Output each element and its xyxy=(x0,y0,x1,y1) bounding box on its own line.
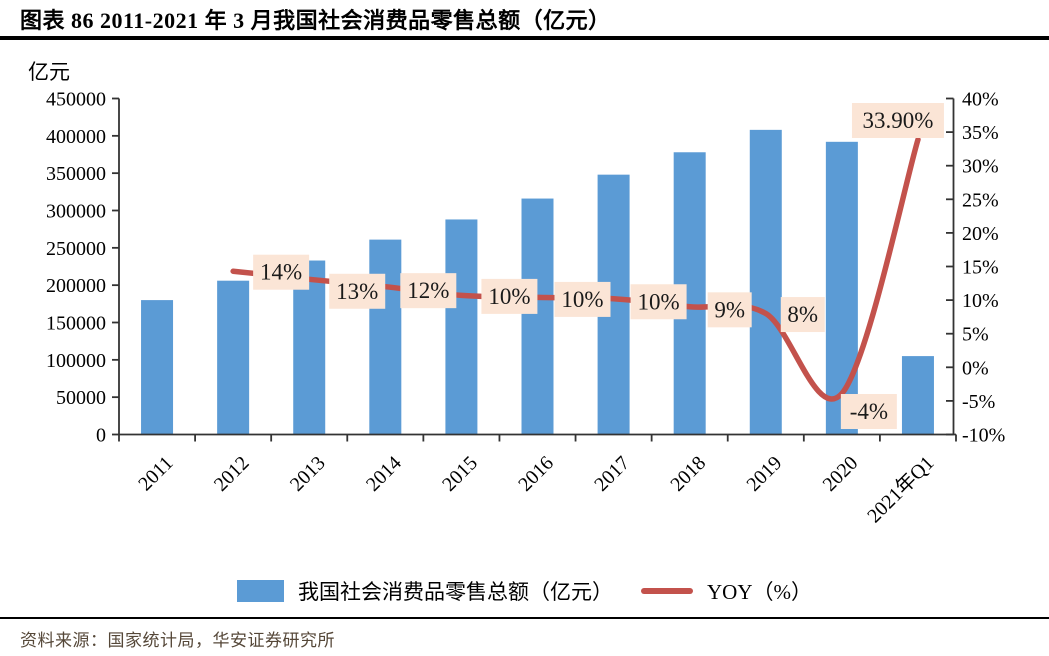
bar-2020 xyxy=(825,141,858,435)
yoy-label-box xyxy=(253,254,310,290)
right-axis-tick-label: 20% xyxy=(962,223,999,245)
right-axis-tick-label: -5% xyxy=(962,391,995,413)
yoy-label-box xyxy=(851,102,944,138)
yoy-label-2018: 9% xyxy=(714,297,745,322)
yoy-label-2019: 8% xyxy=(787,302,818,327)
right-axis-tick-label: 5% xyxy=(962,324,989,346)
legend-bar-label: 我国社会消费品零售总额（亿元） xyxy=(298,580,613,604)
right-axis-tick-label: 30% xyxy=(962,156,999,178)
right-axis-tick-label: 0% xyxy=(962,357,989,379)
chart-legend: 我国社会消费品零售总额（亿元） YOY（%） xyxy=(0,575,1049,607)
combo-chart: 0 50000 100000 150000 200000 250000 300000 3500… xyxy=(46,89,1005,528)
left-axis-tick-label: 250000 xyxy=(46,238,106,260)
left-axis-tick-label: 350000 xyxy=(46,163,106,185)
bar-2021年Q1 xyxy=(901,356,934,435)
bar-2012 xyxy=(217,280,250,435)
x-tick-label-2015: 2015 xyxy=(438,452,482,496)
title-divider xyxy=(0,36,1049,40)
x-tick-label-2019: 2019 xyxy=(742,452,786,496)
bar-2015 xyxy=(445,219,478,435)
left-axis-tick-label: 450000 xyxy=(46,89,106,111)
x-tick-label-2018: 2018 xyxy=(666,452,710,496)
yoy-label-box xyxy=(400,273,457,309)
left-axis-tick-label: 300000 xyxy=(46,201,106,223)
left-axis-tick-label: 200000 xyxy=(46,275,106,297)
left-axis-tick-label: 0 xyxy=(96,425,106,447)
yoy-line xyxy=(230,136,921,402)
yoy-label-2020: -4% xyxy=(850,399,888,424)
yoy-label-box xyxy=(554,281,611,317)
right-axis-tick-label: 10% xyxy=(962,290,999,312)
left-axis-tick-label: 150000 xyxy=(46,313,106,335)
bar-2011 xyxy=(141,300,174,435)
bar-2019 xyxy=(749,129,782,435)
yoy-label-2012: 14% xyxy=(260,260,302,285)
yoy-label-2021年Q1: 33.90% xyxy=(862,108,933,133)
yoy-label-2014: 12% xyxy=(407,278,449,303)
right-axis-tick-label: 15% xyxy=(962,257,999,279)
x-tick-label-2014: 2014 xyxy=(362,452,406,496)
x-tick-label-2021年Q1: 2021年Q1 xyxy=(863,451,939,527)
legend-line-label: YOY（%） xyxy=(707,580,812,604)
yoy-label-box xyxy=(840,394,897,430)
yoy-label-box xyxy=(707,292,752,328)
bar-2014 xyxy=(369,239,402,435)
left-axis-tick-label: 400000 xyxy=(46,126,106,148)
figure-title: 图表 86 2011-2021 年 3 月我国社会消费品零售总额（亿元） xyxy=(20,8,611,33)
right-axis-tick-label: 25% xyxy=(962,189,999,211)
x-tick-label-2013: 2013 xyxy=(286,452,330,496)
left-axis-tick-label: 50000 xyxy=(56,387,106,409)
bar-2016 xyxy=(521,198,554,435)
x-tick-label-2016: 2016 xyxy=(514,452,558,496)
x-tick-label-2012: 2012 xyxy=(210,452,254,496)
yoy-label-box xyxy=(630,284,687,320)
x-tick-label-2020: 2020 xyxy=(819,452,863,496)
left-axis-unit-label: 亿元 xyxy=(28,60,70,84)
right-axis-tick-label: 40% xyxy=(962,89,999,111)
x-tick-label-2011: 2011 xyxy=(134,452,177,495)
left-axis-tick-label: 100000 xyxy=(46,350,106,372)
yoy-label-2017: 10% xyxy=(638,289,680,314)
yoy-label-box xyxy=(780,297,825,333)
footer-divider xyxy=(0,617,1049,619)
yoy-label-box xyxy=(481,278,538,314)
yoy-label-2013: 13% xyxy=(336,279,378,304)
yoy-label-2016: 10% xyxy=(561,287,603,312)
right-axis-tick-label: 35% xyxy=(962,122,999,144)
legend-line-swatch xyxy=(641,588,693,594)
source-note: 资料来源：国家统计局，华安证券研究所 xyxy=(20,631,335,650)
x-tick-label-2017: 2017 xyxy=(590,452,634,496)
legend-bar-swatch xyxy=(237,580,284,602)
right-axis-tick-label: -10% xyxy=(962,425,1005,447)
yoy-label-2015: 10% xyxy=(488,284,530,309)
yoy-label-box xyxy=(329,273,386,309)
